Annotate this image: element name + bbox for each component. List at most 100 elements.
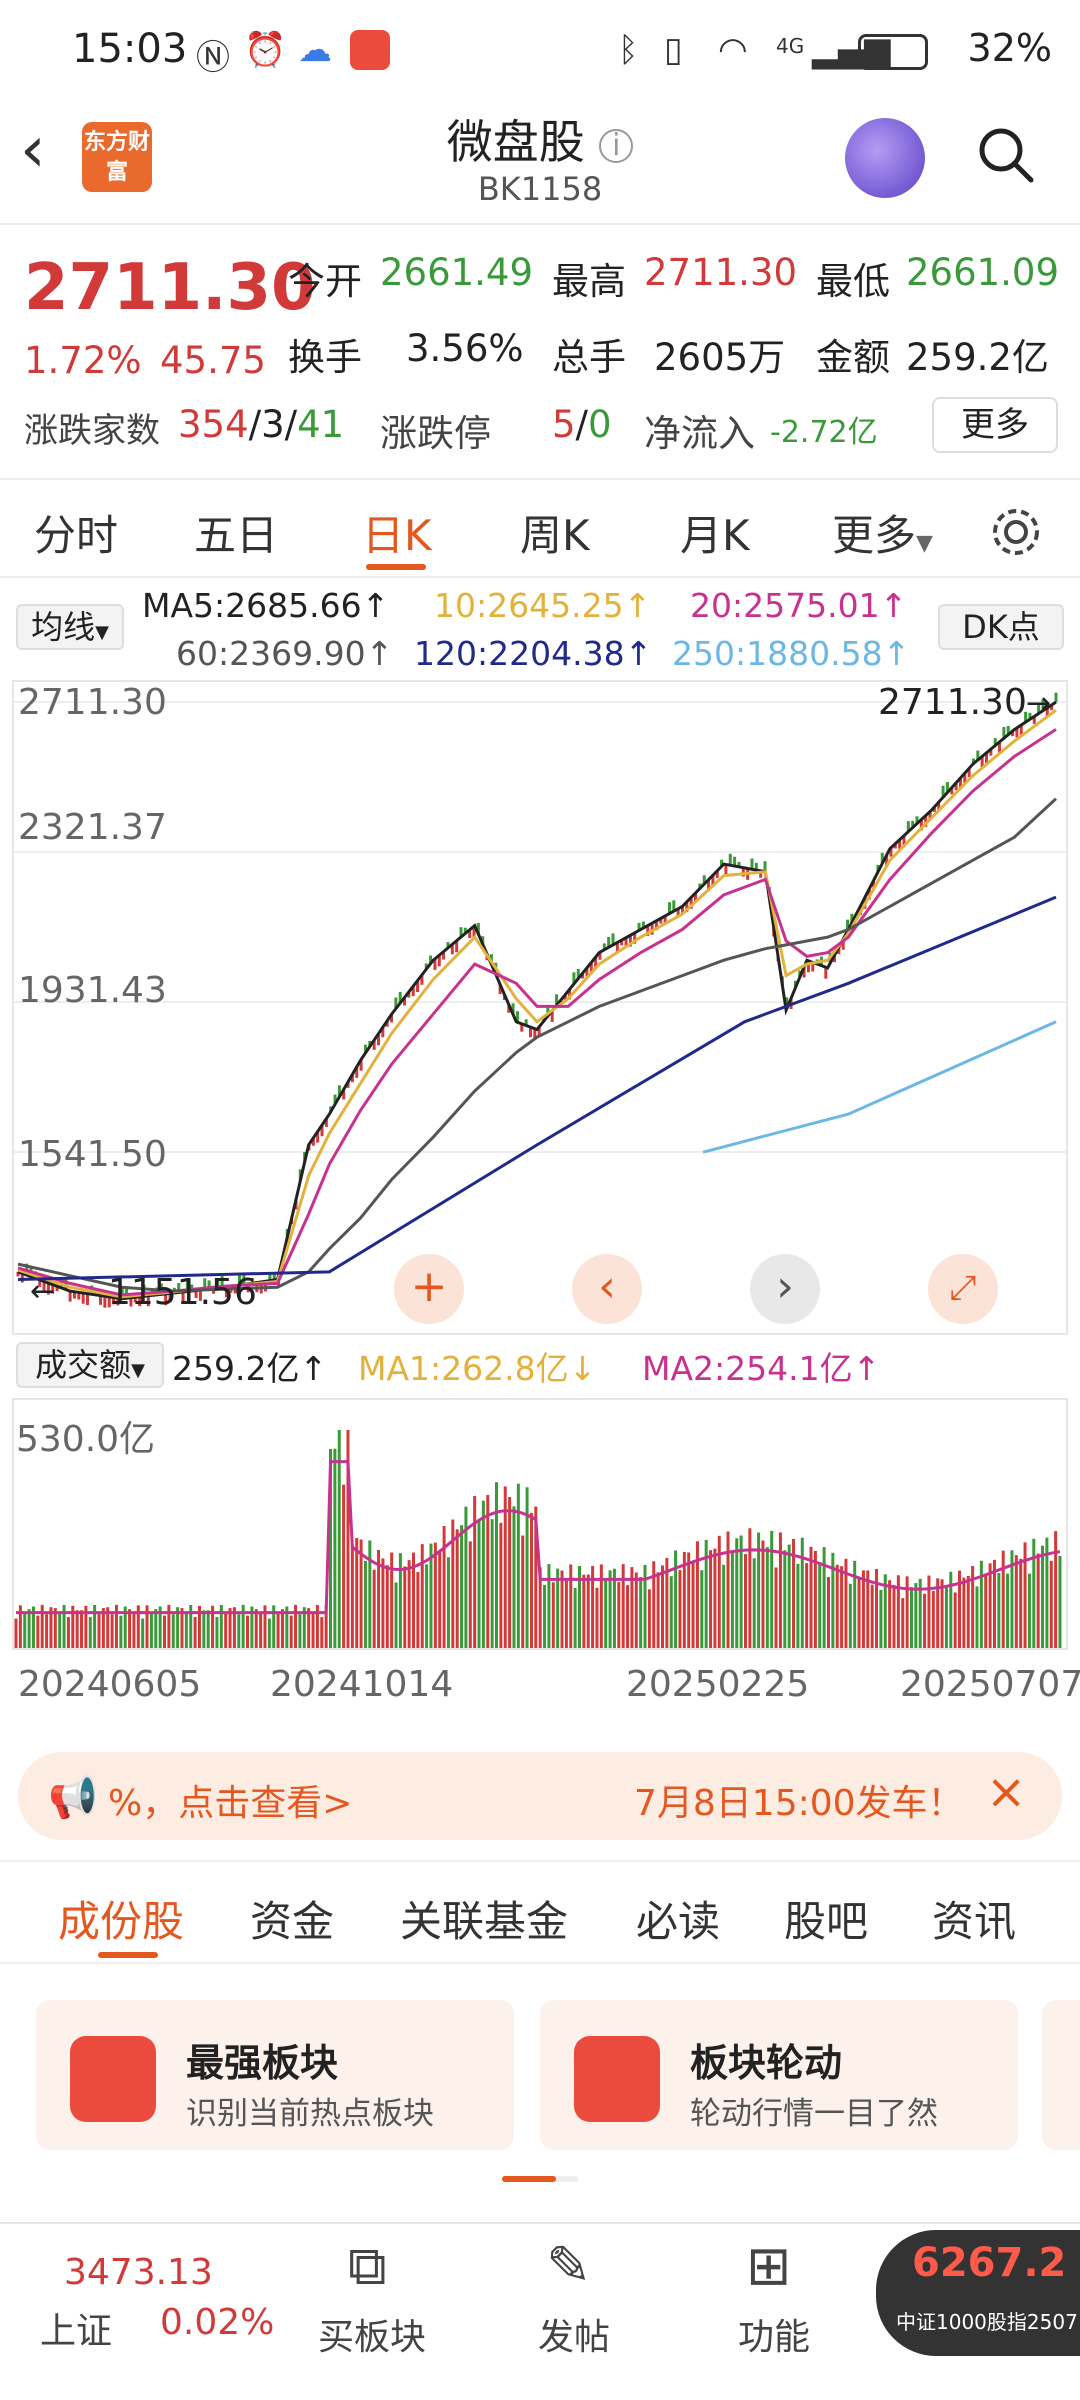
ma20-value: 20:2575.01↑ bbox=[690, 586, 908, 625]
promo-banner[interactable]: 📢 %，点击查看> 7月8日15:00发车！ × bbox=[18, 1752, 1062, 1840]
pan-right-button[interactable]: › bbox=[750, 1254, 820, 1324]
tab-weekly-k[interactable]: 周K bbox=[520, 511, 590, 560]
tab-related-funds[interactable]: 关联基金 bbox=[400, 1897, 569, 1946]
volume-bar bbox=[14, 1618, 18, 1648]
volume-bar bbox=[643, 1564, 647, 1648]
inflow-value: -2.72亿 bbox=[770, 415, 878, 450]
card-next-peek[interactable] bbox=[1042, 2000, 1080, 2150]
settings-gear-icon[interactable] bbox=[988, 504, 1044, 560]
function-grid-icon[interactable]: ⊞ bbox=[746, 2234, 792, 2297]
tab-must-read[interactable]: 必读 bbox=[636, 1897, 721, 1946]
candle bbox=[607, 937, 611, 948]
tab-news[interactable]: 资讯 bbox=[932, 1897, 1017, 1946]
page-title: 微盘股 i bbox=[0, 106, 1080, 172]
dk-point-button[interactable]: DK点 bbox=[938, 604, 1064, 650]
tab-daily-k[interactable]: 日K bbox=[362, 511, 432, 560]
candle bbox=[841, 939, 845, 950]
candle bbox=[676, 908, 680, 917]
buy-sector-label[interactable]: 买板块 bbox=[318, 2317, 427, 2358]
volume-bar bbox=[813, 1550, 817, 1648]
tab-more-label: 更多 bbox=[832, 511, 917, 560]
min-price-marker: 1151.56 bbox=[108, 1272, 257, 1313]
card-strongest-sector[interactable]: 最强板块 识别当前热点板块 bbox=[36, 2000, 514, 2150]
function-label[interactable]: 功能 bbox=[738, 2317, 811, 2358]
volume-bar bbox=[1041, 1545, 1045, 1648]
volume-indicator-selector[interactable]: 成交额▼ bbox=[16, 1342, 164, 1388]
zoom-in-button[interactable]: + bbox=[394, 1254, 464, 1324]
candle bbox=[611, 933, 615, 945]
search-icon[interactable] bbox=[975, 124, 1035, 184]
tab-monthly-k[interactable]: 月K bbox=[680, 511, 750, 560]
volume-bar bbox=[263, 1605, 267, 1648]
tab-funds[interactable]: 资金 bbox=[250, 1897, 335, 1946]
volume-bar bbox=[398, 1553, 402, 1648]
ma120-value: 120:2204.38↑ bbox=[414, 634, 653, 673]
candle bbox=[550, 1010, 554, 1022]
volume-bar bbox=[372, 1569, 376, 1648]
candle bbox=[759, 870, 763, 878]
index-change[interactable]: 0.02% bbox=[160, 2302, 275, 2343]
card-sector-rotation[interactable]: 板块轮动 轮动行情一目了然 bbox=[540, 2000, 1018, 2150]
tab-forum[interactable]: 股吧 bbox=[784, 1897, 869, 1946]
candle bbox=[833, 955, 837, 963]
candle bbox=[363, 1044, 367, 1053]
candle bbox=[985, 752, 989, 764]
candle bbox=[911, 820, 915, 828]
candle bbox=[311, 1137, 315, 1146]
volume-bar bbox=[141, 1618, 145, 1648]
status-time: 15:03 bbox=[72, 26, 188, 72]
volume-bar bbox=[84, 1605, 88, 1648]
candle bbox=[667, 902, 671, 914]
pan-left-button[interactable]: ‹ bbox=[572, 1254, 642, 1324]
candle bbox=[107, 1296, 111, 1308]
volume-chart[interactable]: 530.0亿 bbox=[12, 1398, 1068, 1650]
indicator-selector[interactable]: 均线▼ bbox=[16, 604, 124, 650]
candle bbox=[177, 1283, 181, 1293]
volume-bar bbox=[512, 1506, 516, 1648]
volume-bar bbox=[944, 1586, 948, 1648]
candle bbox=[333, 1094, 337, 1105]
buy-sector-icon[interactable]: ⧉ bbox=[348, 2234, 387, 2297]
fullscreen-icon[interactable]: ⤢ bbox=[928, 1254, 998, 1324]
volume-bar bbox=[298, 1614, 302, 1648]
tab-intraday[interactable]: 分时 bbox=[34, 511, 119, 560]
candle bbox=[598, 952, 602, 960]
candle bbox=[528, 1027, 532, 1038]
volume-bar bbox=[119, 1615, 123, 1648]
tab-constituents[interactable]: 成份股 bbox=[58, 1897, 185, 1946]
futures-name: 中证1000股指2507 bbox=[896, 2310, 1078, 2334]
post-edit-icon[interactable]: ✎ bbox=[546, 2234, 592, 2297]
volume-bar bbox=[551, 1582, 555, 1648]
candle bbox=[945, 782, 949, 793]
volume-bar bbox=[569, 1564, 573, 1648]
futures-index-pill[interactable]: 6267.2 中证1000股指2507 bbox=[876, 2230, 1080, 2356]
more-quote-button[interactable]: 更多 bbox=[932, 397, 1058, 453]
candle bbox=[77, 1292, 81, 1300]
assistant-robot-icon[interactable] bbox=[845, 118, 925, 198]
volume-bar bbox=[88, 1617, 92, 1648]
post-label[interactable]: 发帖 bbox=[538, 2317, 611, 2358]
index-name[interactable]: 上证 bbox=[40, 2311, 113, 2352]
candle bbox=[68, 1291, 72, 1302]
y-tick-label: 2711.30 bbox=[18, 682, 167, 723]
period-tabs: 分时 五日 日K 周K 月K 更多▼ bbox=[0, 478, 1080, 578]
info-icon[interactable]: i bbox=[599, 128, 634, 163]
futures-value: 6267.2 bbox=[912, 2240, 1067, 2286]
index-value[interactable]: 3473.13 bbox=[64, 2252, 213, 2293]
back-icon[interactable]: ‹ bbox=[20, 113, 46, 187]
kline-chart[interactable]: 2711.30 2321.37 1931.43 1541.50 2711.30 … bbox=[12, 680, 1068, 1335]
volume-bar bbox=[473, 1496, 477, 1648]
tab-five-day[interactable]: 五日 bbox=[194, 511, 279, 560]
candle bbox=[390, 1014, 394, 1023]
candle bbox=[85, 1293, 89, 1306]
volume-bar bbox=[460, 1525, 464, 1648]
candle bbox=[99, 1295, 103, 1305]
volume-bar bbox=[1019, 1558, 1023, 1648]
candle bbox=[437, 955, 441, 967]
close-icon[interactable]: × bbox=[986, 1764, 1027, 1820]
battery-icon bbox=[858, 34, 928, 70]
volume-bar bbox=[931, 1590, 935, 1648]
volume-bar bbox=[451, 1519, 455, 1648]
volume-ma1: MA1:262.8亿↓ bbox=[358, 1349, 597, 1388]
tab-more-periods[interactable]: 更多▼ bbox=[832, 502, 933, 563]
